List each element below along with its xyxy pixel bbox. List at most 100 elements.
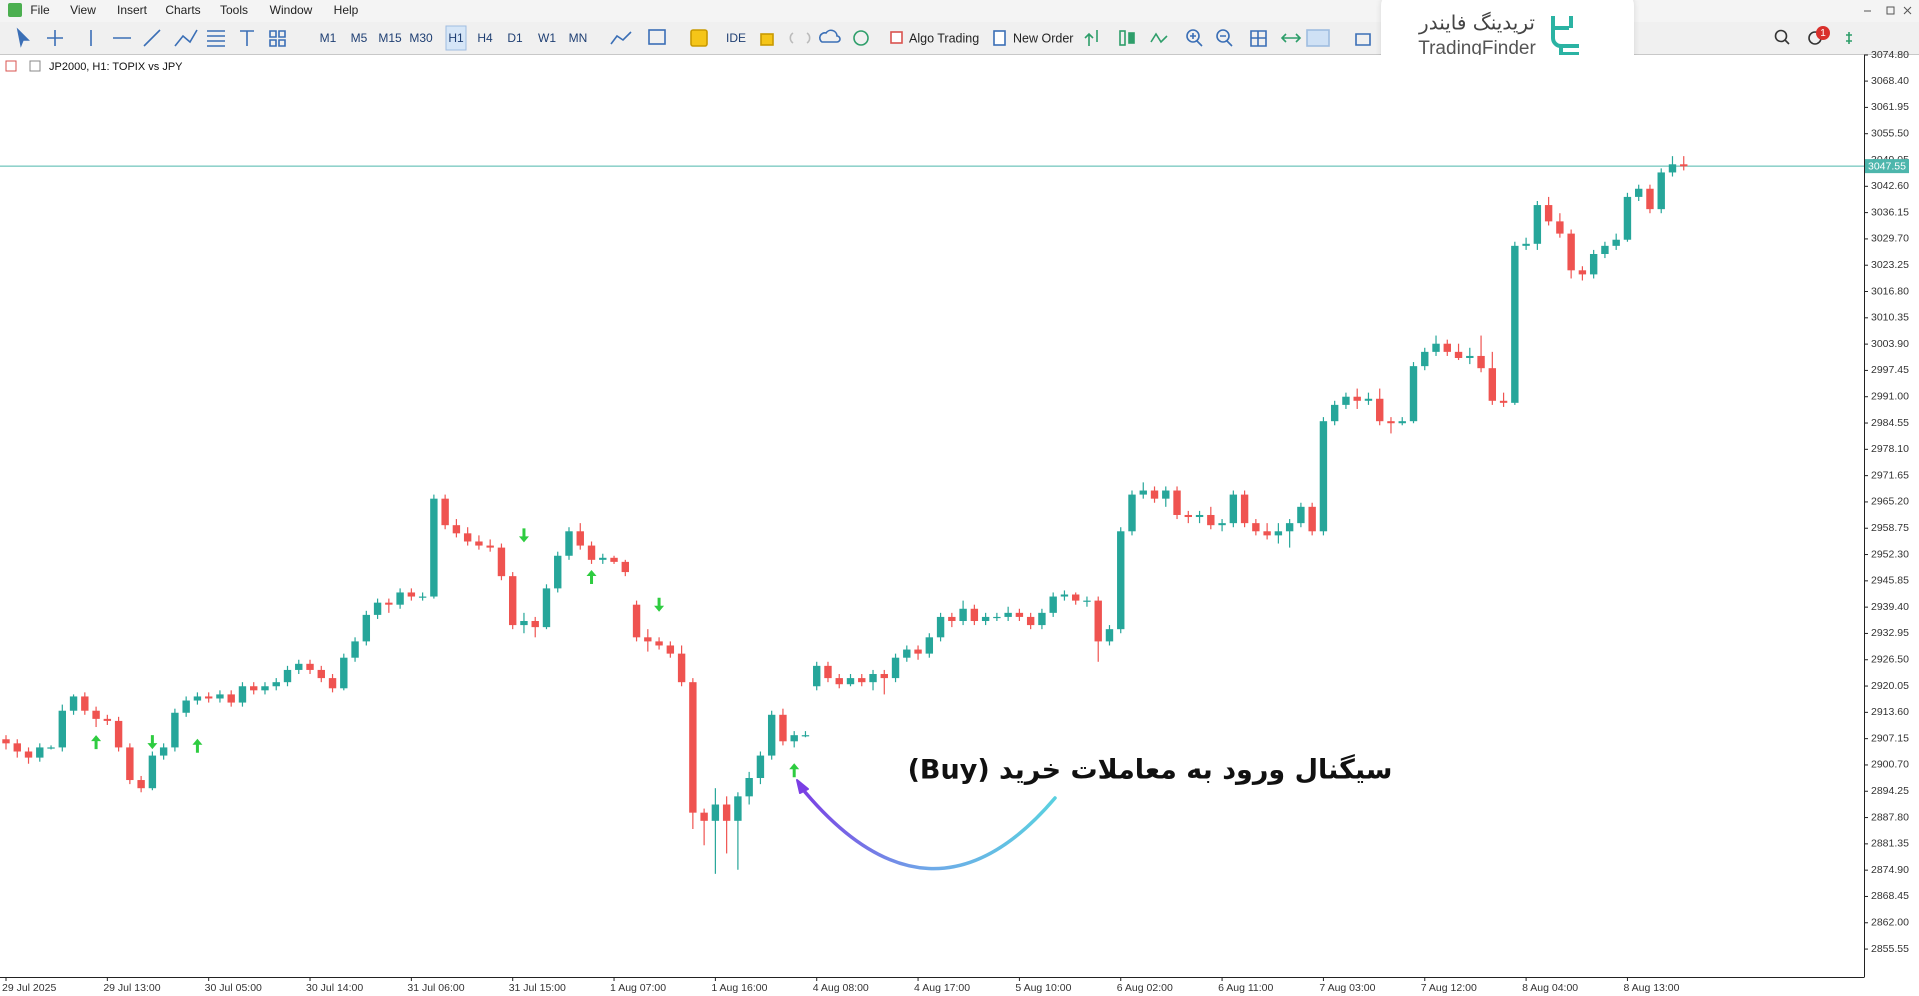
candle-body	[171, 712, 179, 748]
screenshot-button[interactable]	[1355, 33, 1371, 46]
menu-item[interactable]: Help	[334, 3, 359, 17]
chart-icon-2	[29, 60, 41, 72]
candle-body	[69, 696, 78, 711]
buy-signal	[91, 735, 102, 750]
candle-body	[993, 616, 1001, 619]
depth-button[interactable]	[1846, 32, 1852, 44]
x-tick-label: 6 Aug 02:00	[1117, 982, 1173, 994]
lock-button[interactable]	[760, 33, 774, 46]
candle-body	[576, 531, 584, 546]
templates-button[interactable]	[648, 29, 666, 45]
candle-body	[272, 682, 280, 687]
candle-body	[756, 755, 765, 779]
menu-item[interactable]: View	[70, 3, 96, 17]
candle-body	[126, 747, 134, 781]
candle-body	[1646, 188, 1654, 210]
y-tick-label: 2926.50	[1871, 654, 1909, 666]
order-icon	[993, 30, 1006, 46]
timeframe-button[interactable]: M5	[351, 31, 368, 45]
trendline-button[interactable]	[143, 29, 161, 47]
candle-body	[858, 678, 866, 683]
candle-body	[1589, 253, 1598, 275]
candle-body	[159, 747, 168, 756]
line-button[interactable]	[1150, 32, 1168, 44]
zoom-in-button[interactable]	[1186, 29, 1200, 43]
bars-button[interactable]	[1084, 30, 1098, 46]
candle-body	[700, 812, 708, 821]
window-controls	[1864, 6, 1912, 15]
candle-body	[666, 645, 675, 654]
candle-body	[238, 686, 247, 703]
candle-body	[1432, 343, 1440, 352]
candle-body	[1252, 523, 1260, 532]
crosshair-button[interactable]	[47, 30, 63, 46]
candles-button-2[interactable]	[1128, 32, 1135, 44]
timeframe-button[interactable]: W1	[538, 31, 556, 45]
community-button[interactable]	[853, 30, 869, 46]
candle-body	[1353, 396, 1361, 401]
buy-signal	[789, 763, 800, 778]
y-tick-label: 3074.80	[1871, 49, 1909, 61]
restore-button[interactable]	[1886, 6, 1895, 15]
menu-item[interactable]: Tools	[220, 3, 248, 17]
candle-body	[407, 592, 416, 597]
timeframe-button[interactable]: H4	[477, 31, 493, 45]
candle-body	[1128, 494, 1136, 532]
grid-button[interactable]	[1250, 30, 1267, 47]
timeframe-button[interactable]: M30	[409, 31, 433, 45]
annotation: سیگنال ورود به معاملات خرید (Buy)	[908, 754, 1393, 786]
text-button[interactable]	[240, 30, 254, 46]
candle-body	[1004, 612, 1012, 617]
candle-body	[362, 614, 371, 642]
y-tick-label: 2900.70	[1871, 759, 1909, 771]
search-button[interactable]	[1774, 29, 1788, 43]
shift-button[interactable]	[1306, 29, 1330, 47]
candle-body	[216, 694, 224, 699]
signals-button[interactable]	[789, 32, 811, 44]
candle-body	[1105, 629, 1114, 642]
menu-item[interactable]: Charts	[165, 3, 200, 17]
candle-body	[1184, 514, 1192, 518]
candle-body	[1477, 355, 1485, 369]
candles-button[interactable]	[1119, 30, 1126, 46]
candle-body	[1623, 196, 1632, 240]
menu-item[interactable]: File	[30, 3, 50, 17]
vps-button[interactable]	[819, 29, 841, 43]
timeframe-button[interactable]: M1	[320, 31, 337, 45]
candle-body	[204, 696, 213, 699]
shapes-button[interactable]	[269, 30, 286, 47]
menu-item[interactable]: Insert	[117, 3, 148, 17]
candle-body	[1680, 164, 1688, 167]
candle-body	[114, 720, 123, 748]
y-tick-label: 3042.60	[1871, 180, 1909, 192]
timeframe-button[interactable]: H1	[448, 31, 464, 45]
timeframe-button[interactable]: M15	[378, 31, 402, 45]
y-tick-label: 2862.00	[1871, 917, 1909, 929]
candle-body	[418, 596, 427, 598]
candle-body	[463, 533, 472, 542]
algo-trading-button[interactable]: Algo Trading	[909, 31, 979, 45]
y-tick-label: 2907.15	[1871, 732, 1909, 744]
timeframe-button[interactable]: MN	[569, 31, 588, 45]
timeframe-button[interactable]: D1	[507, 31, 523, 45]
close-button[interactable]	[1903, 6, 1912, 15]
candle-body	[824, 665, 832, 679]
channel-button[interactable]	[174, 29, 198, 47]
new-order-button[interactable]: New Order	[1013, 31, 1073, 45]
cursor-button[interactable]	[16, 27, 30, 48]
indicators-button[interactable]	[610, 31, 632, 45]
x-tick-label: 5 Aug 10:00	[1015, 982, 1071, 994]
candle-body	[1578, 270, 1587, 275]
candle-body	[1139, 490, 1147, 495]
candle-body	[58, 710, 66, 748]
candle-body	[1544, 205, 1553, 222]
zoom-out-button[interactable]	[1216, 29, 1230, 43]
ide-button[interactable]: IDE	[726, 31, 746, 45]
autoscroll-button[interactable]	[1280, 33, 1302, 43]
fibo-button[interactable]	[207, 30, 225, 47]
menu-item[interactable]: Window	[270, 3, 313, 17]
active-timeframe	[445, 25, 467, 51]
candle-body	[13, 743, 21, 752]
market-button[interactable]	[690, 29, 708, 47]
candle-body	[1285, 523, 1294, 532]
